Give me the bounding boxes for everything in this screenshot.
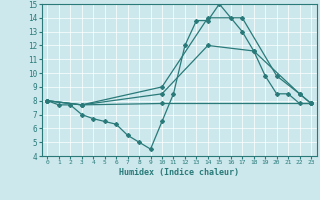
X-axis label: Humidex (Indice chaleur): Humidex (Indice chaleur) [119,168,239,177]
